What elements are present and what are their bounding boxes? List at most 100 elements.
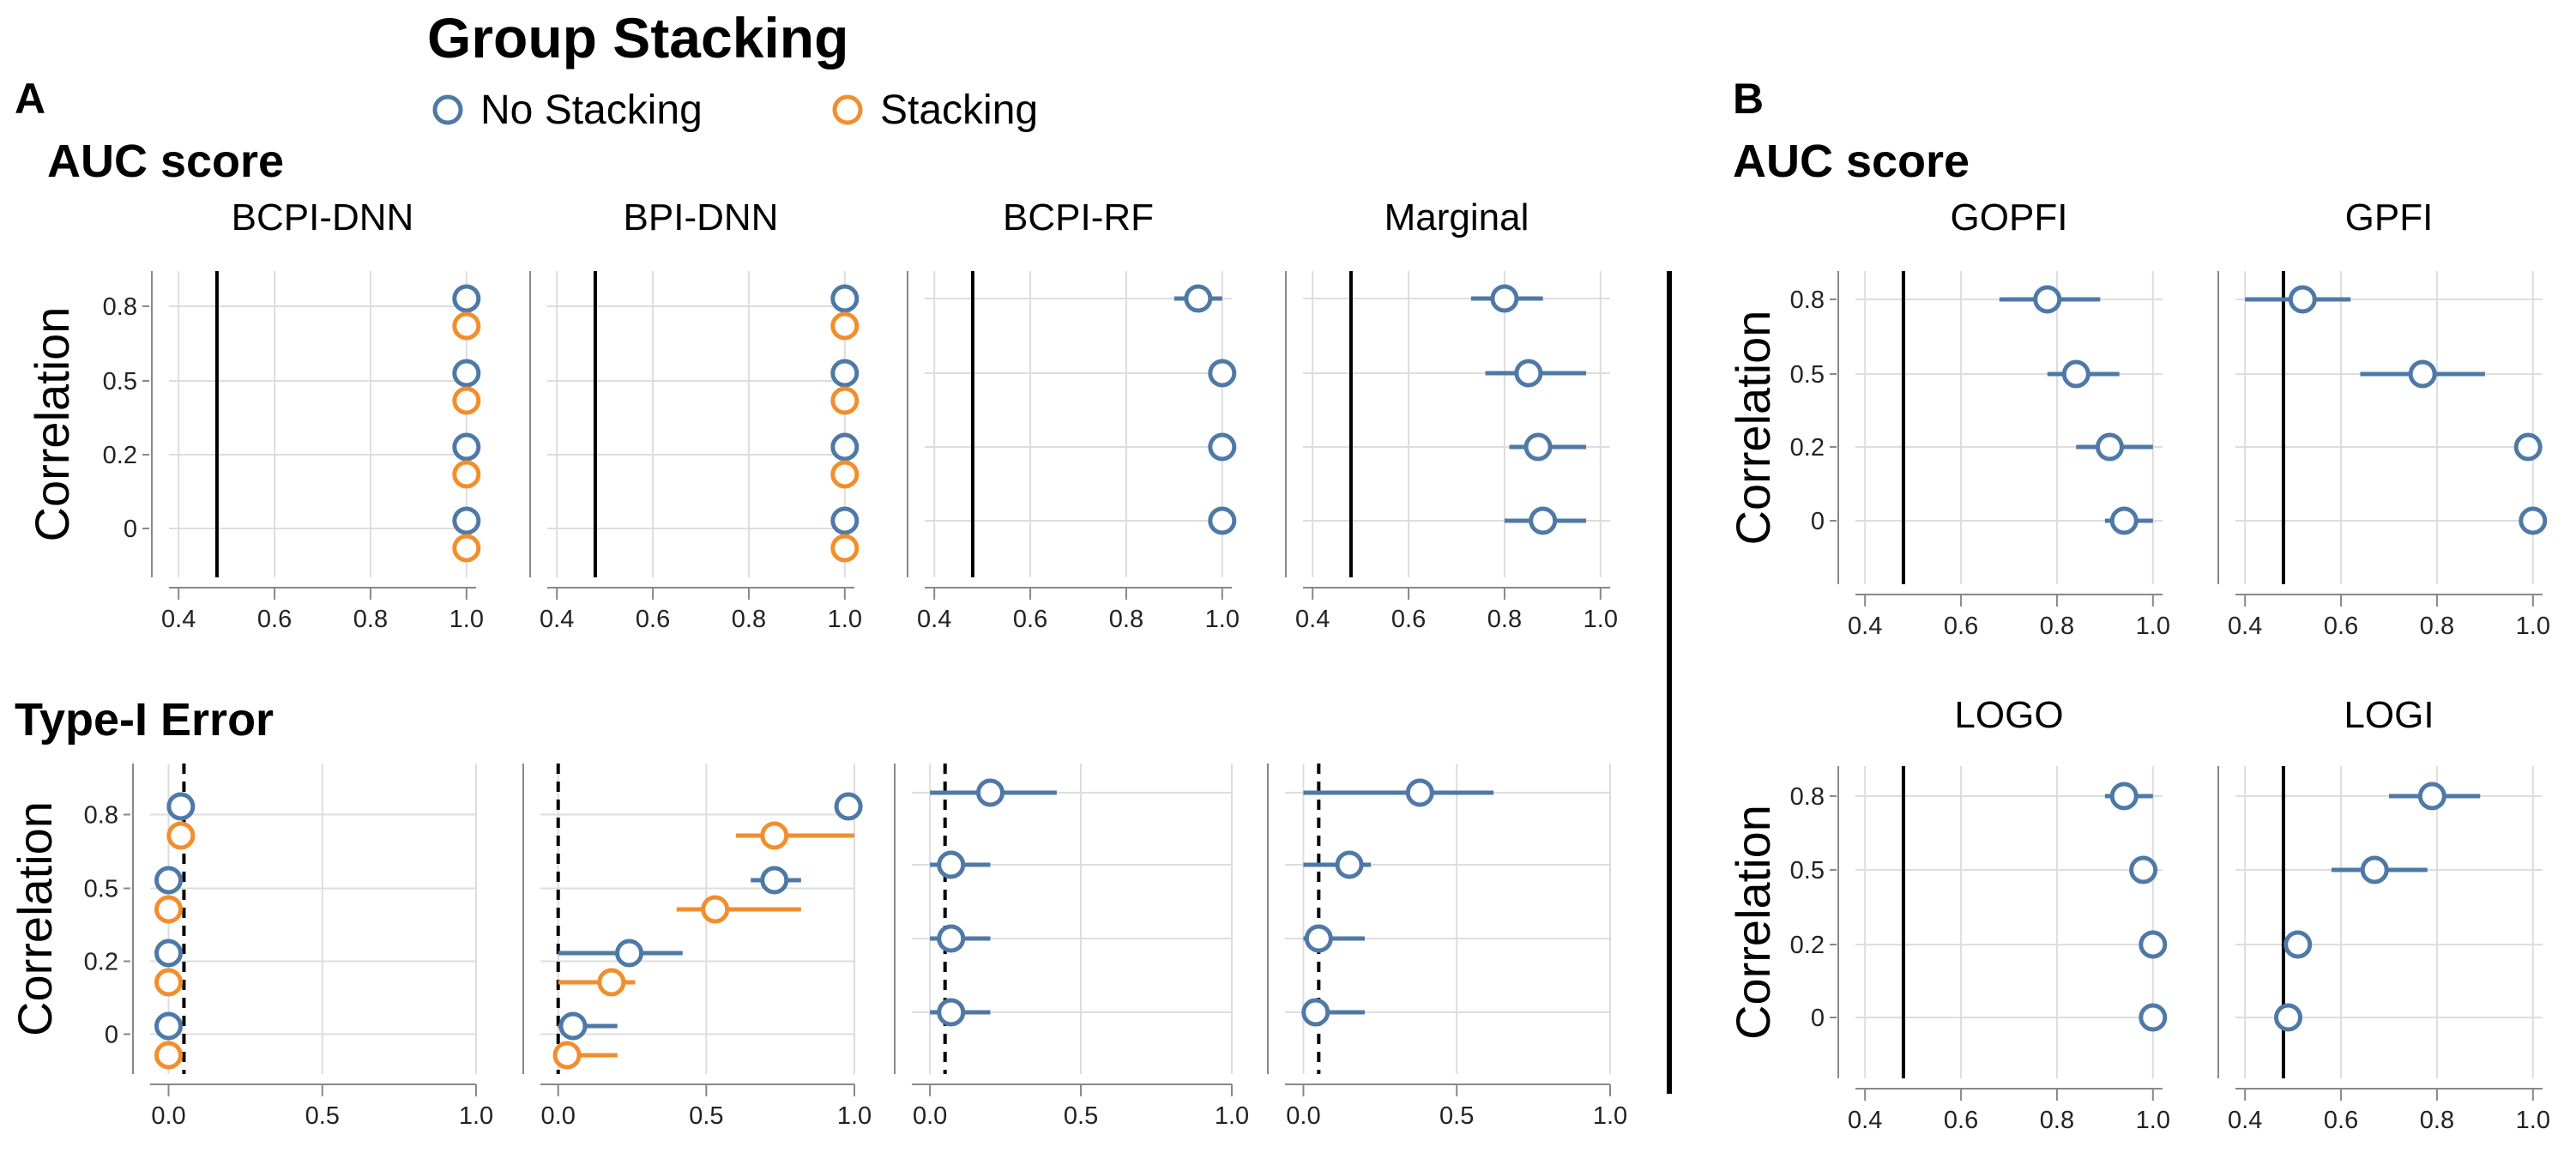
y-tick-label: 0.8	[84, 802, 118, 830]
point-stacking	[830, 311, 860, 341]
point-no-stacking	[1514, 359, 1543, 388]
y-tick-label: 0.5	[84, 876, 118, 903]
x-tick-label: 1.0	[2136, 1107, 2170, 1134]
x-tick-label: 0.8	[2040, 613, 2074, 640]
x-tick-label: 0.0	[151, 1102, 185, 1130]
point-no-stacking	[834, 792, 863, 821]
x-tick-label: 0.6	[1013, 606, 1047, 633]
x-tick-label: 0.4	[1295, 606, 1330, 633]
point-no-stacking	[975, 778, 1004, 807]
facet-a-type1-bpi-dnn: 0.0 0.5 1.0	[522, 764, 872, 1130]
y-axis-label: Correlation	[25, 307, 79, 542]
x-tick-label: 0.4	[1848, 1107, 1882, 1134]
x-tick-label: 1.0	[837, 1102, 872, 1130]
point-no-stacking	[2360, 855, 2389, 884]
legend-no-stacking-marker-icon	[432, 94, 463, 125]
x-tick-label: 0.5	[305, 1102, 340, 1130]
point-no-stacking	[2033, 285, 2062, 314]
facet-b-auc-logo: 0.4 0.6 0.8 1.0 LOGO 0.8 0.5 0.2 0 Correlation	[1726, 694, 2170, 1134]
point-no-stacking	[1301, 998, 1330, 1027]
point-no-stacking	[166, 792, 196, 821]
panel-a-type1-title: Type-I Error	[15, 694, 274, 746]
point-no-stacking	[2109, 782, 2139, 811]
point-no-stacking	[2095, 432, 2124, 462]
facet-title: Marginal	[1385, 196, 1529, 238]
x-tick-label: 0.5	[689, 1102, 723, 1130]
y-tick-label: 0.2	[1790, 434, 1825, 462]
point-stacking	[830, 534, 860, 563]
facet-b-auc-gopfi: 0.4 0.6 0.8 1.0 GOPFI 0.8 0.5 0.2 0 Correlation	[1726, 196, 2170, 640]
point-no-stacking	[2513, 432, 2543, 462]
x-tick-label: 1.0	[2516, 613, 2550, 640]
x-tick-label: 0.8	[2420, 613, 2454, 640]
legend-title: Group Stacking	[427, 6, 848, 69]
point-no-stacking	[830, 284, 860, 313]
point-no-stacking	[558, 1011, 588, 1041]
point-no-stacking	[2109, 506, 2139, 535]
y-axis-label: Correlation	[8, 801, 62, 1036]
x-tick-label: 0.6	[1944, 613, 1978, 640]
y-tick-label: 0	[1811, 508, 1825, 535]
panel-a-auc-title: AUC score	[47, 136, 284, 187]
y-tick-label: 0.2	[103, 442, 137, 469]
point-no-stacking	[2139, 1003, 2168, 1032]
point-stacking	[166, 821, 196, 850]
point-stacking	[701, 895, 730, 924]
x-tick-label: 1.0	[1584, 606, 1618, 633]
point-no-stacking	[452, 432, 481, 462]
x-tick-label: 1.0	[2516, 1107, 2550, 1134]
x-tick-label: 1.0	[2136, 613, 2170, 640]
y-tick-label: 0.8	[103, 293, 137, 321]
point-no-stacking	[2519, 506, 2548, 535]
y-tick-label: 0.2	[84, 949, 118, 976]
y-axis-label: Correlation	[1726, 805, 1780, 1040]
y-tick-label: 0.5	[1790, 361, 1825, 389]
point-no-stacking	[2139, 930, 2168, 959]
x-tick-label: 0.4	[161, 606, 196, 633]
legend-stacking-label: Stacking	[880, 88, 1038, 133]
point-no-stacking	[937, 850, 966, 879]
x-tick-label: 1.0	[459, 1102, 493, 1130]
facet-a-auc-bcpi-dnn: 0.4 0.6 0.8 1.0 BCPI-DNN 0.8 0.5 0.2 0 Correlatio…	[25, 196, 484, 633]
point-stacking	[154, 968, 184, 997]
y-tick-label: 0	[124, 516, 137, 543]
point-no-stacking	[1490, 284, 1519, 313]
x-tick-label: 0.4	[917, 606, 951, 633]
x-tick-label: 0.4	[540, 606, 574, 633]
facets: 0.4 0.6 0.8 1.0 BCPI-DNN 0.8 0.5 0.2 0 Correlatio…	[8, 196, 2550, 1134]
x-tick-label: 0.6	[636, 606, 670, 633]
facet-title: GOPFI	[1951, 196, 2068, 238]
facet-a-type1-marginal: 0.0 0.5 1.0	[1267, 764, 1627, 1130]
facet-title: BPI-DNN	[624, 196, 779, 238]
point-no-stacking	[154, 939, 184, 968]
legend-stacking-marker-icon	[832, 94, 863, 125]
facet-a-type1-bcpi-dnn: 0.0 0.5 1.0 0.8 0.5 0.2 0 Correlation	[8, 764, 493, 1130]
x-tick-label: 0.6	[257, 606, 292, 633]
x-tick-label: 0.6	[1944, 1107, 1978, 1134]
point-no-stacking	[452, 359, 481, 388]
point-no-stacking	[2274, 1003, 2303, 1032]
x-tick-label: 0.5	[1064, 1102, 1098, 1130]
x-tick-label: 0.0	[541, 1102, 576, 1130]
point-no-stacking	[2283, 930, 2313, 959]
point-no-stacking	[1405, 778, 1434, 807]
facet-title: GPFI	[2345, 196, 2434, 238]
point-no-stacking	[1529, 506, 1558, 535]
point-no-stacking	[937, 924, 966, 953]
facet-title: LOGO	[1954, 694, 2063, 736]
x-tick-label: 1.0	[1205, 606, 1240, 633]
legend: Group Stacking No Stacking Stacking	[427, 6, 1038, 133]
point-no-stacking	[1184, 284, 1213, 313]
point-no-stacking	[154, 866, 184, 895]
point-no-stacking	[1208, 432, 1237, 462]
point-no-stacking	[830, 506, 860, 535]
point-no-stacking	[937, 998, 966, 1027]
point-no-stacking	[830, 432, 860, 462]
x-tick-label: 1.0	[449, 606, 484, 633]
panel-a-label: A	[15, 75, 45, 123]
point-no-stacking	[2408, 359, 2437, 389]
x-tick-label: 0.6	[1391, 606, 1426, 633]
x-tick-label: 0.8	[2420, 1107, 2454, 1134]
point-no-stacking	[1335, 850, 1364, 879]
x-tick-label: 1.0	[1215, 1102, 1249, 1130]
